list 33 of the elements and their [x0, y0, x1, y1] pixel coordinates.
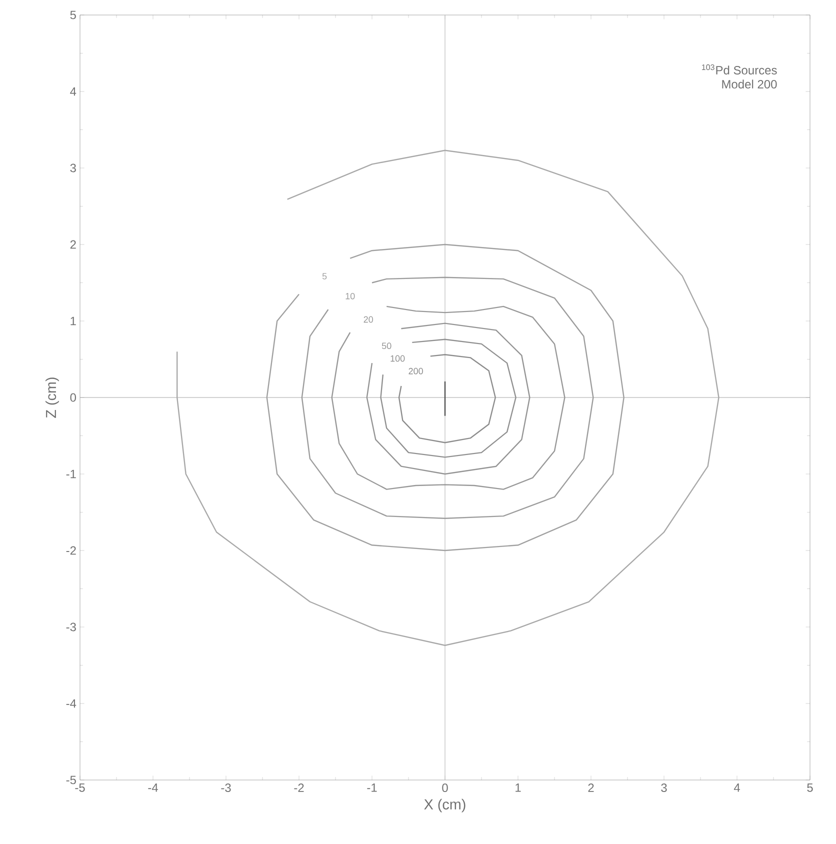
y-tick-label: 1 — [70, 316, 76, 326]
y-tick-label: 3 — [70, 164, 76, 172]
y-tick-label: -1 — [66, 470, 76, 478]
series-label: 200 — [408, 368, 423, 374]
text: 5 — [322, 273, 327, 280]
y-tick-label: -2 — [66, 546, 76, 555]
x-tick-label: -3 — [221, 784, 231, 792]
x-tick-label: -1 — [367, 784, 377, 792]
y-tick-label: -5 — [66, 776, 76, 784]
x-tick-label: 5 — [807, 784, 813, 792]
y-tick-label: -3 — [66, 622, 76, 632]
line-series — [366, 322, 530, 475]
x-axis-title: X (cm) — [424, 798, 466, 812]
series-label: 100 — [390, 355, 405, 362]
text: 10 — [346, 292, 355, 300]
x-tick-label: 4 — [734, 784, 740, 792]
x-tick-label: -2 — [294, 784, 304, 792]
y-tick-label: 2 — [70, 240, 76, 249]
line-series — [380, 338, 516, 458]
y-tick-label: 5 — [70, 10, 76, 20]
x-tick-label: 0 — [442, 784, 448, 792]
x-tick-label: 1 — [516, 784, 521, 792]
y-tick-label: 0 — [70, 393, 76, 402]
x-tick-label: 2 — [588, 784, 594, 792]
y-axis-title: Z (cm) — [46, 378, 59, 418]
x-tick-label: -4 — [148, 784, 158, 792]
x-tick-label: 3 — [661, 784, 667, 792]
y-tick-label: -4 — [66, 699, 76, 708]
text: Model 200 — [722, 80, 777, 88]
y-tick-label: 4 — [70, 87, 76, 96]
series-label: 20 — [364, 316, 374, 323]
text: $^{103}$Pd Sources — [702, 64, 777, 74]
series-label: 50 — [382, 342, 392, 350]
